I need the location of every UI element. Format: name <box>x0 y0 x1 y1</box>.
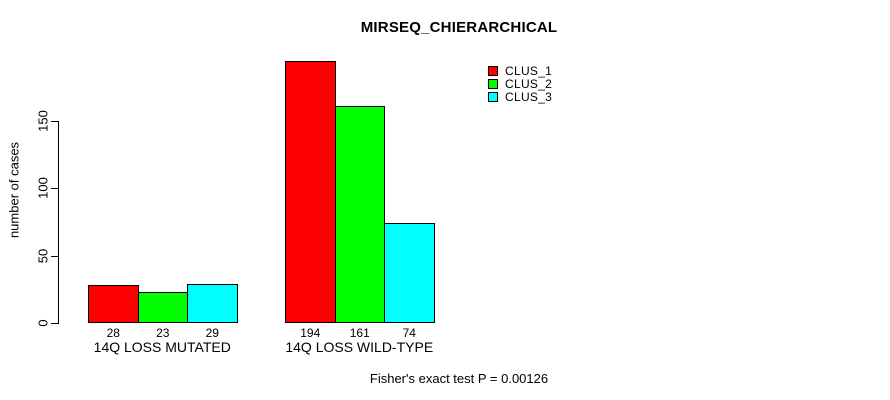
y-axis-tick <box>51 188 58 189</box>
legend-swatch-clus_2 <box>488 78 498 89</box>
annotation-text: Fisher's exact test P = 0.00126 <box>369 371 549 386</box>
legend-swatch-clus_1 <box>488 65 498 76</box>
bar-value-label: 161 <box>349 326 370 340</box>
y-axis-tick <box>51 120 58 122</box>
bar-clus_1-1 <box>88 285 139 323</box>
legend-item: CLUS_2 <box>488 77 552 90</box>
legend-label: CLUS_2 <box>505 76 553 91</box>
y-axis-tick <box>51 255 58 257</box>
y-axis-tick <box>51 323 58 324</box>
legend: CLUS_1 CLUS_2 CLUS_3 <box>488 64 552 103</box>
y-axis-line <box>58 120 59 324</box>
bar-clus_2-1 <box>137 291 188 323</box>
bar-clus_1-2 <box>285 61 336 323</box>
bar-value-label: 74 <box>402 326 416 340</box>
y-axis-tick-label: 50 <box>35 248 51 263</box>
bar-clus_3-2 <box>384 223 435 323</box>
legend-label: CLUS_1 <box>505 63 553 78</box>
bar-value-label: 29 <box>205 326 219 340</box>
bar-value-label: 23 <box>156 326 170 340</box>
category-label: 14Q LOSS MUTATED <box>93 339 231 355</box>
y-axis-label: number of cases <box>6 141 22 239</box>
legend-swatch-clus_3 <box>488 91 498 102</box>
bar-clus_2-2 <box>334 105 385 323</box>
chart-title: MIRSEQ_CHIERARCHICAL <box>360 19 558 36</box>
legend-item: CLUS_3 <box>488 90 552 103</box>
y-axis-tick-label: 0 <box>35 319 51 327</box>
legend-item: CLUS_1 <box>488 64 552 77</box>
y-axis-tick-label: 150 <box>35 109 51 132</box>
bar-value-label: 194 <box>300 326 321 340</box>
bar-clus_3-1 <box>187 283 238 323</box>
y-axis-tick-label: 100 <box>35 177 51 199</box>
legend-label: CLUS_3 <box>505 89 553 104</box>
bar-value-label: 28 <box>106 326 120 340</box>
category-label: 14Q LOSS WILD-TYPE <box>285 339 434 355</box>
